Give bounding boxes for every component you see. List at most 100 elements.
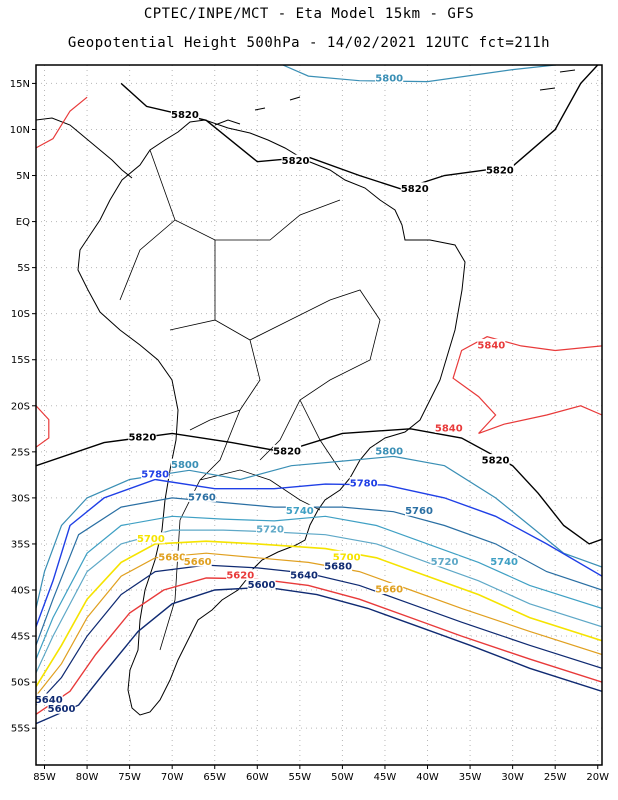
lat-tick-label: EQ: [16, 217, 30, 228]
lon-tick-label: 55W: [289, 772, 312, 783]
height-contours: [36, 65, 602, 725]
lat-tick-label: 25S: [11, 447, 30, 458]
contour-line: [36, 552, 602, 697]
contour-label-bg: [285, 504, 314, 516]
lat-tick-label: 10N: [10, 125, 30, 136]
contour-label: 5820: [401, 184, 429, 195]
contour-label-bg: [481, 454, 510, 466]
contour-line: [36, 564, 602, 706]
contour-line: [36, 540, 602, 688]
lat-lon-grid: [36, 65, 602, 765]
contour-line: [36, 96, 88, 149]
contour-label: 5640: [35, 695, 63, 706]
contour-label: 5620: [226, 571, 254, 582]
contour-label: 5600: [48, 704, 76, 715]
contour-label-bg: [170, 458, 199, 470]
contour-label-bg: [158, 550, 187, 562]
contour-label: 5840: [477, 340, 505, 351]
contour-line: [36, 497, 602, 646]
contour-label-bg: [36, 693, 63, 705]
lon-tick-label: 50W: [331, 772, 354, 783]
contour-label: 5840: [435, 423, 463, 434]
contour-label-bg: [477, 338, 506, 350]
axis-ticks: 15N 10N 5N EQ 5S 10S 15S 20S 25S 30S 35S 40S 45S 50S 5…: [10, 79, 609, 783]
contour-label: 5680: [158, 552, 186, 563]
lon-tick-label: 40W: [416, 772, 439, 783]
lat-tick-label: 20S: [11, 401, 30, 412]
contour-label: 5660: [375, 585, 403, 596]
contour-line: [282, 65, 556, 83]
contour-label-bg: [430, 555, 459, 567]
contour-label: 5820: [282, 156, 310, 167]
central-america-coastline: [36, 117, 133, 179]
contour-line: [36, 455, 602, 609]
lat-tick-label: 40S: [11, 586, 30, 597]
contour-label-bg: [290, 569, 319, 581]
contour-label: 5820: [482, 456, 510, 467]
lat-tick-label: 45S: [11, 632, 30, 643]
contour-line: [36, 428, 602, 545]
contour-label: 5820: [171, 110, 199, 121]
contour-label-bg: [128, 431, 157, 443]
contour-label: 5600: [248, 580, 276, 591]
lon-tick-label: 60W: [246, 772, 269, 783]
contour-label-bg: [332, 550, 361, 562]
contour-label-bg: [375, 444, 404, 456]
contour-label: 5820: [273, 446, 301, 457]
contour-label-bg: [183, 555, 212, 567]
lon-tick-label: 75W: [118, 772, 141, 783]
lat-tick-label: 50S: [11, 678, 30, 689]
contour-line: [36, 405, 50, 448]
contour-line: [452, 336, 602, 434]
contour-label: 5820: [486, 165, 514, 176]
lon-tick-label: 70W: [161, 772, 184, 783]
contour-label-bg: [187, 490, 216, 502]
contour-label-bg: [273, 444, 302, 456]
contour-label: 5780: [141, 469, 169, 480]
lon-tick-label: 45W: [374, 772, 397, 783]
contour-label: 5760: [405, 506, 433, 517]
contour-label-bg: [400, 182, 429, 194]
contour-label-bg: [141, 467, 170, 479]
contour-label: 5640: [290, 571, 318, 582]
contour-label: 5800: [375, 73, 403, 84]
lat-tick-label: 15N: [10, 79, 30, 90]
contour-label: 5700: [333, 552, 361, 563]
lat-tick-label: 5S: [17, 263, 30, 274]
lon-tick-label: 85W: [33, 772, 56, 783]
chart-subtitle: Geopotential Height 500hPa - 14/02/2021 …: [67, 35, 551, 51]
contour-labels: 5800 5820 5820 5820 5820 5840 5840 5820 5820 5820…: [35, 71, 519, 715]
contour-label-bg: [324, 559, 353, 571]
contour-label-bg: [47, 702, 76, 714]
contour-label: 5800: [375, 446, 403, 457]
contour-label: 5820: [128, 433, 156, 444]
contour-label: 5740: [490, 557, 518, 568]
contour-label-bg: [375, 71, 404, 83]
lat-tick-label: 15S: [11, 355, 30, 366]
contour-label: 5720: [256, 525, 284, 536]
lat-tick-label: 55S: [11, 724, 30, 735]
contour-label: 5660: [184, 557, 212, 568]
contour-label-bg: [256, 523, 285, 535]
chart-title: CPTEC/INPE/MCT - Eta Model 15km - GFS: [143, 6, 475, 22]
contour-label: 5800: [171, 460, 199, 471]
contour-label-bg: [485, 163, 514, 175]
contour-label-bg: [405, 504, 434, 516]
contour-label: 5780: [350, 479, 378, 490]
lat-tick-label: 10S: [11, 309, 30, 320]
contour-label-bg: [490, 555, 519, 567]
contour-label-bg: [226, 569, 255, 581]
contour-label-bg: [136, 532, 165, 544]
lon-tick-label: 30W: [501, 772, 524, 783]
map-frame: [35, 64, 603, 766]
contour-label: 5720: [431, 557, 459, 568]
contour-label-bg: [281, 154, 310, 166]
lon-tick-label: 65W: [203, 772, 226, 783]
contour-label-bg: [434, 421, 463, 433]
lon-tick-label: 80W: [76, 772, 99, 783]
contour-label-bg: [375, 583, 404, 594]
contour-label: 5760: [188, 492, 216, 503]
contour-line: [36, 515, 602, 660]
contour-label-bg: [247, 578, 276, 590]
